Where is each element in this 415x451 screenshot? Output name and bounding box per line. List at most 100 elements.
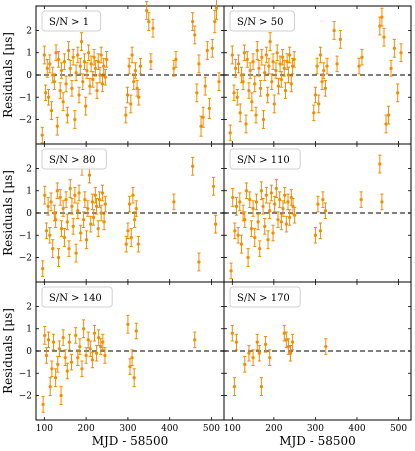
data-point <box>67 333 72 351</box>
point-marker <box>382 35 386 39</box>
point-marker <box>378 162 382 166</box>
data-point <box>93 60 97 77</box>
point-marker <box>67 340 72 344</box>
data-point <box>100 184 105 202</box>
data-point <box>55 182 59 200</box>
point-marker <box>255 340 259 344</box>
point-marker <box>234 340 239 344</box>
data-point <box>103 195 107 213</box>
data-point <box>132 211 137 228</box>
point-marker <box>268 40 272 44</box>
panel-legend: S/N > 50 <box>229 10 295 32</box>
data-point <box>129 94 133 114</box>
data-point <box>74 64 78 82</box>
point-marker <box>253 235 257 240</box>
data-point <box>313 86 318 104</box>
data-point <box>81 73 85 90</box>
data-point <box>203 76 207 96</box>
data-point <box>255 41 259 60</box>
point-marker <box>45 66 49 70</box>
point-marker <box>214 6 219 10</box>
data-point <box>191 156 195 176</box>
point-marker <box>323 86 327 90</box>
data-point <box>92 209 96 226</box>
point-marker <box>64 82 68 86</box>
data-point <box>315 57 319 75</box>
data-point <box>359 191 363 208</box>
point-marker <box>378 24 382 28</box>
point-marker <box>96 226 100 231</box>
data-point <box>79 32 84 52</box>
data-points <box>229 154 384 280</box>
data-point <box>58 189 62 206</box>
point-marker <box>276 84 281 88</box>
point-marker <box>315 64 319 68</box>
legend-label: S/N > 80 <box>49 155 95 166</box>
point-marker <box>54 51 58 55</box>
data-point <box>360 48 364 66</box>
legend-box <box>229 10 295 32</box>
point-marker <box>249 226 254 231</box>
point-marker <box>235 95 239 99</box>
point-marker <box>46 338 51 342</box>
point-marker <box>99 211 103 215</box>
point-marker <box>266 238 270 242</box>
data-point <box>244 114 248 134</box>
y-tick-label: 1 <box>26 187 32 197</box>
point-marker <box>316 202 320 206</box>
point-marker <box>87 173 92 177</box>
data-point <box>46 88 51 106</box>
point-marker <box>399 51 403 55</box>
data-point <box>257 60 261 77</box>
point-marker <box>288 351 293 355</box>
data-point <box>87 166 92 184</box>
data-point <box>289 75 293 93</box>
point-marker <box>238 200 242 204</box>
data-point <box>64 191 68 208</box>
point-marker <box>88 347 92 351</box>
point-marker <box>136 242 140 246</box>
point-marker <box>71 55 75 59</box>
data-point <box>230 45 234 65</box>
point-marker <box>230 53 234 57</box>
data-point <box>62 53 67 70</box>
point-marker <box>248 68 252 73</box>
data-point <box>278 191 282 208</box>
point-marker <box>46 95 51 99</box>
data-point <box>91 71 95 88</box>
data-point <box>49 101 54 121</box>
data-point <box>335 55 339 73</box>
point-marker <box>357 64 361 68</box>
point-marker <box>126 229 130 233</box>
point-marker <box>61 336 65 340</box>
data-point <box>255 333 259 351</box>
point-marker <box>82 218 86 222</box>
data-point <box>101 333 105 351</box>
data-point <box>239 234 244 254</box>
data-point <box>90 193 94 211</box>
data-point <box>86 331 90 349</box>
point-marker <box>41 267 45 271</box>
data-point <box>259 377 263 397</box>
point-marker <box>80 367 84 371</box>
data-point <box>257 344 261 362</box>
point-marker <box>56 362 60 366</box>
data-point <box>94 344 99 362</box>
data-point <box>172 193 176 211</box>
data-point <box>59 220 64 237</box>
point-marker <box>132 80 136 84</box>
point-marker <box>283 88 288 93</box>
data-point <box>138 57 143 75</box>
point-marker <box>244 122 248 126</box>
data-point <box>103 347 107 364</box>
point-marker <box>78 64 82 68</box>
point-marker <box>392 46 396 50</box>
point-marker <box>102 220 106 224</box>
point-marker <box>230 331 234 335</box>
point-marker <box>51 340 56 344</box>
data-point <box>288 46 292 64</box>
data-point <box>65 106 69 124</box>
point-marker <box>129 235 133 240</box>
data-point <box>273 195 277 213</box>
data-point <box>97 329 101 346</box>
